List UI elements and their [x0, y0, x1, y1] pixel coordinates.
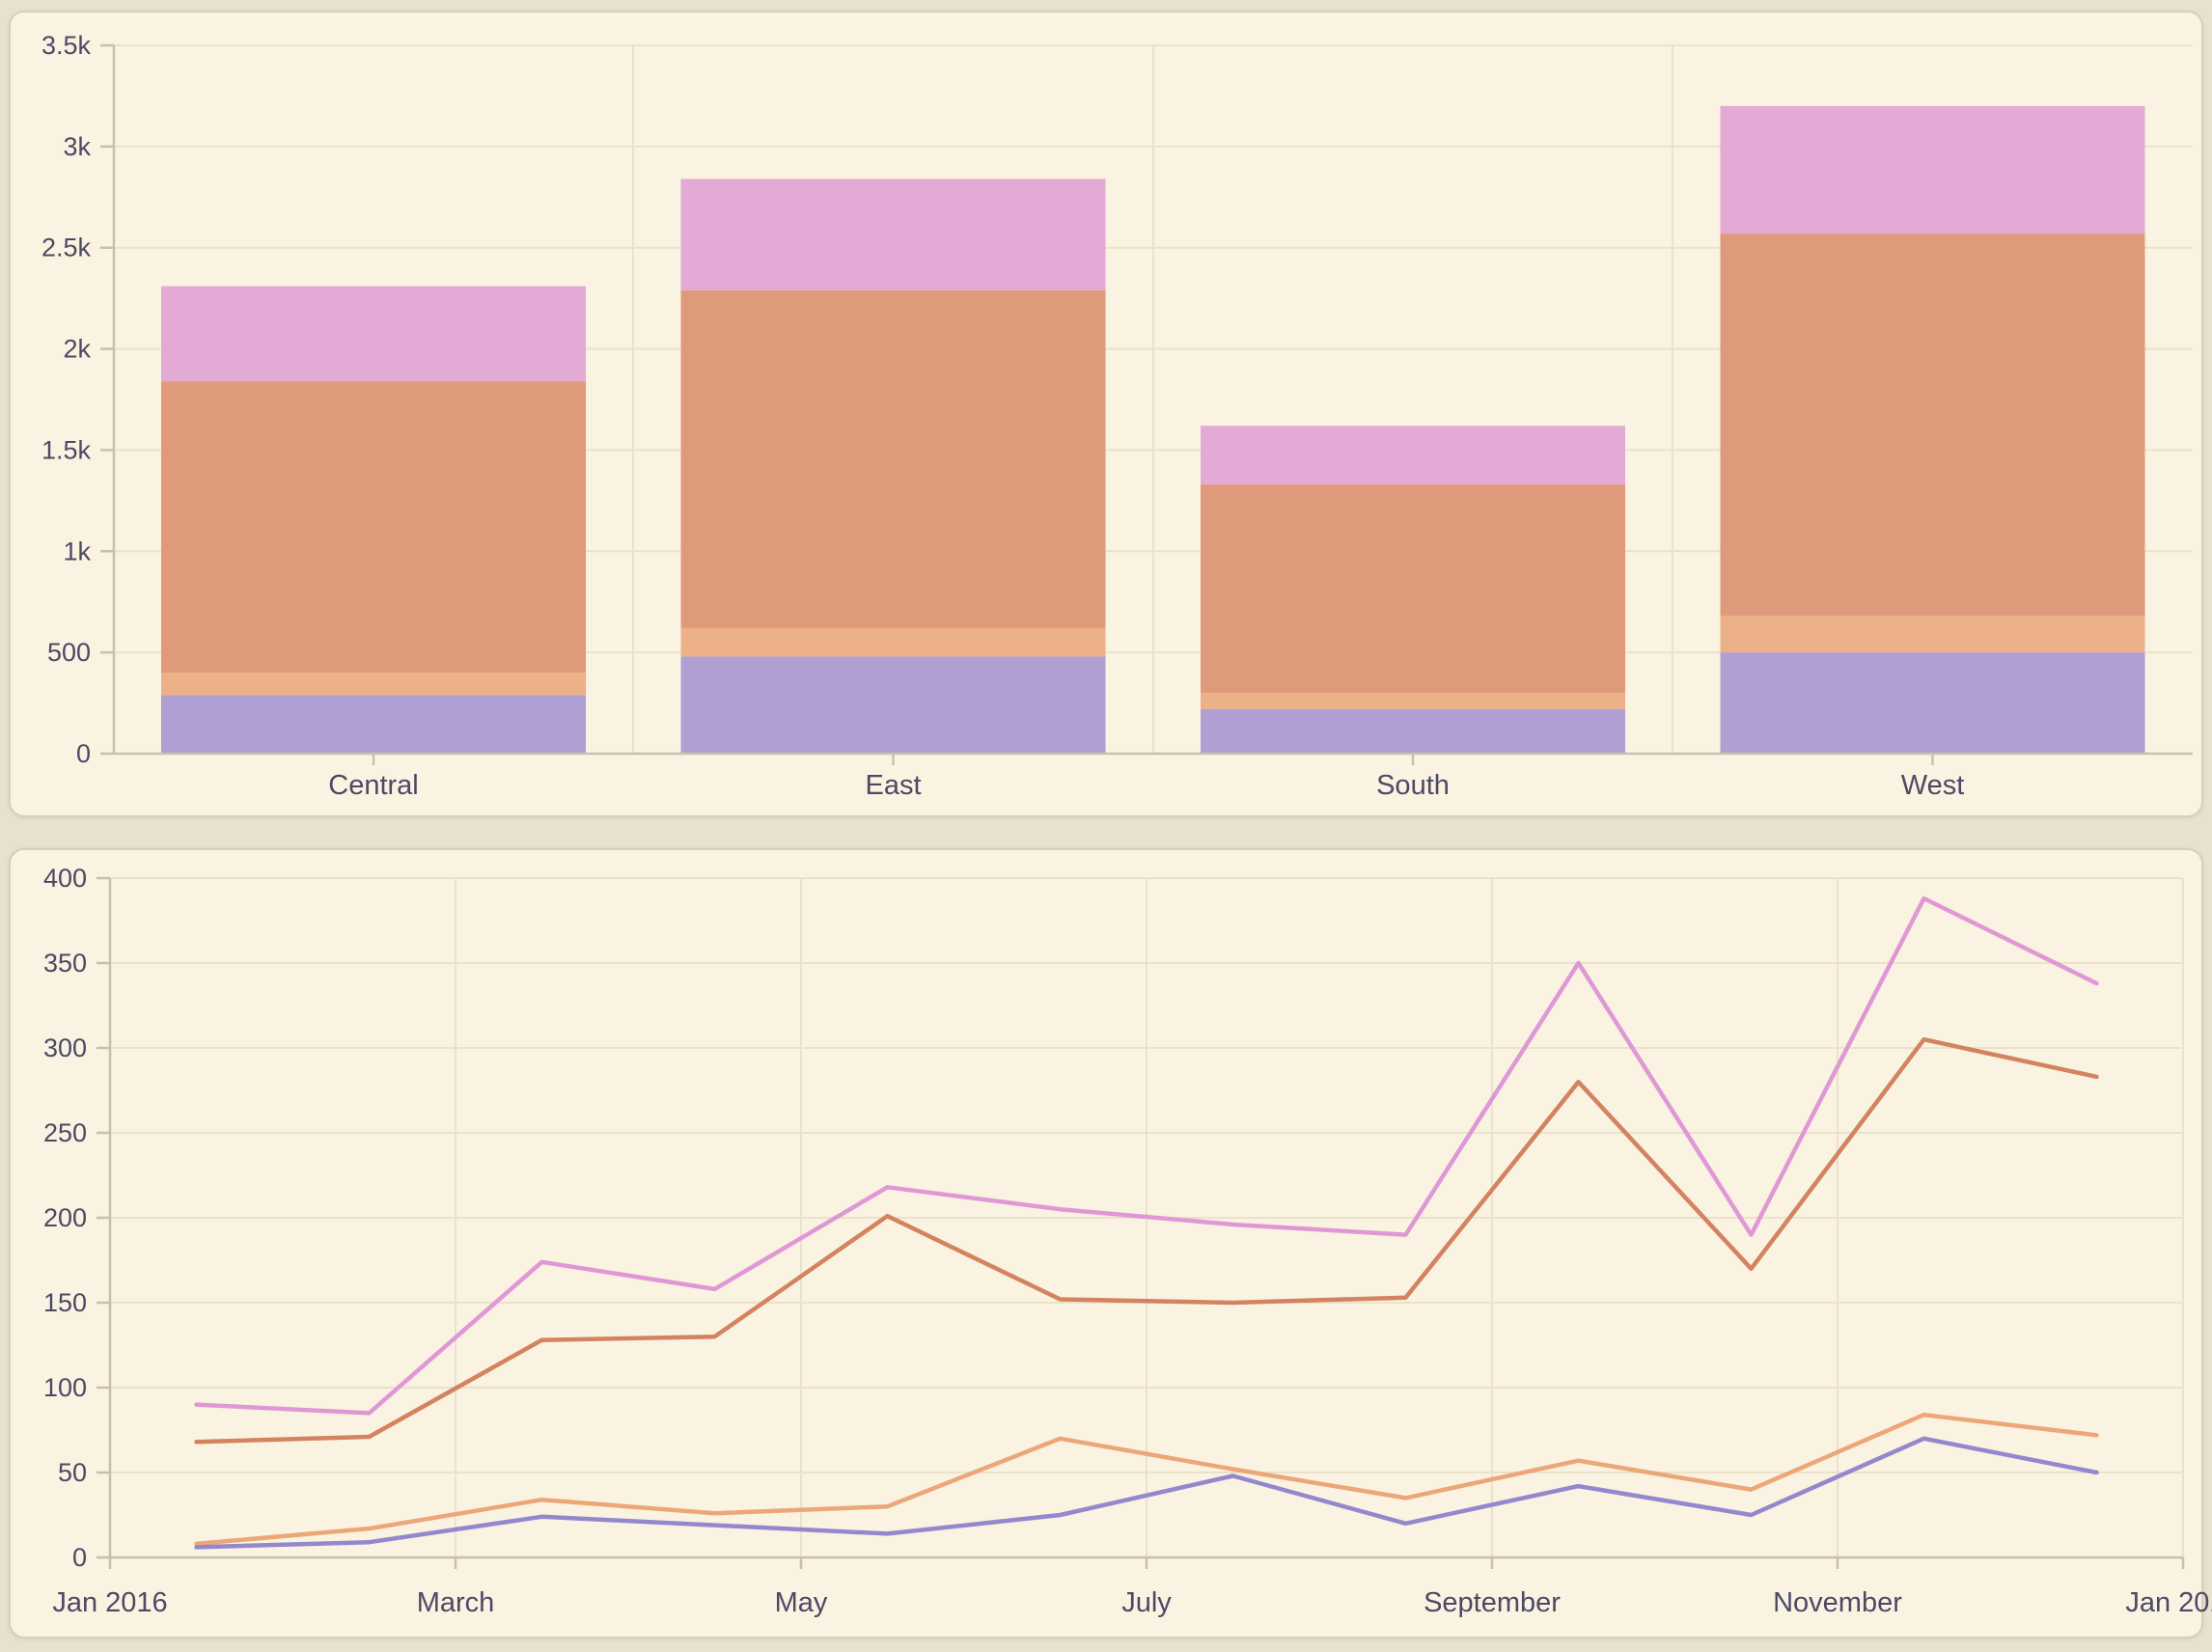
bar-segment-purple-South[interactable] [1201, 708, 1625, 754]
y-axis-label: 100 [43, 1373, 87, 1402]
month-label: November [1773, 1587, 1902, 1618]
stacked-bar-chart: 0 500 1k 1.5k 2k 2.5k 3k 3.5k Central East South We… [41, 31, 2193, 801]
stacked-bar-chart-card: 0 500 1k 1.5k 2k 2.5k 3k 3.5k Central East South We… [9, 11, 2203, 817]
y-axis-label: 200 [43, 1203, 87, 1232]
line-chart-card: 0 50 100 150 200 250 300 350 400 Jan 2016 March May… [9, 848, 2212, 1638]
bar-segment-purple-West[interactable] [1720, 652, 2145, 754]
bar-segment-salmon-West[interactable] [1720, 234, 2145, 617]
month-label: Jan 2017 [2125, 1587, 2212, 1618]
y-axis-label: 150 [43, 1288, 87, 1317]
series-line-violet[interactable] [194, 895, 2099, 1416]
bar-segment-salmon-East[interactable] [680, 289, 1106, 628]
bar-segment-salmon-South[interactable] [1201, 484, 1625, 694]
month-label: Jan 2016 [52, 1587, 167, 1618]
category-label: South [1376, 770, 1450, 801]
category-label: West [1901, 770, 1965, 801]
y-axis-label: 3.5k [41, 31, 92, 60]
bar-segment-purple-East[interactable] [680, 656, 1106, 754]
y-axis-label: 350 [43, 949, 87, 977]
bar-segment-light-orange-East[interactable] [680, 627, 1106, 657]
bar-segment-light-orange-West[interactable] [1720, 616, 2145, 653]
bar-segment-pink-East[interactable] [680, 179, 1106, 290]
y-axis-label: 400 [43, 864, 87, 893]
line-chart: 0 50 100 150 200 250 300 350 400 Jan 2016 March May… [43, 864, 2212, 1618]
y-axis-label: 250 [43, 1118, 87, 1147]
y-axis-label: 1k [63, 537, 91, 565]
month-label: March [417, 1587, 495, 1618]
bar-segment-light-orange-South[interactable] [1201, 693, 1625, 709]
bar-segment-purple-Central[interactable] [161, 695, 586, 754]
month-label: September [1424, 1587, 1561, 1618]
bar-segment-pink-Central[interactable] [161, 286, 586, 382]
series-line-purple[interactable] [194, 1436, 2099, 1550]
y-axis-label: 0 [72, 1543, 87, 1572]
bar-segment-pink-West[interactable] [1720, 105, 2145, 234]
category-label: Central [328, 770, 419, 801]
bar-segment-pink-South[interactable] [1201, 426, 1625, 485]
series-line-light-orange[interactable] [194, 1412, 2099, 1547]
series-line-orange[interactable] [194, 1036, 2099, 1445]
category-label: East [865, 770, 921, 801]
y-axis-label: 500 [47, 638, 91, 667]
y-axis-label: 1.5k [41, 435, 92, 464]
y-axis-label: 3k [63, 132, 91, 161]
y-axis-label: 2k [63, 335, 91, 364]
month-label: July [1121, 1587, 1172, 1618]
y-axis-label: 300 [43, 1033, 87, 1062]
month-label: May [775, 1587, 828, 1618]
y-axis-label: 0 [76, 739, 91, 768]
y-axis-label: 2.5k [41, 234, 92, 262]
bar-segment-light-orange-Central[interactable] [161, 673, 586, 696]
y-axis-label: 50 [58, 1458, 87, 1487]
bar-segment-salmon-Central[interactable] [161, 381, 586, 674]
